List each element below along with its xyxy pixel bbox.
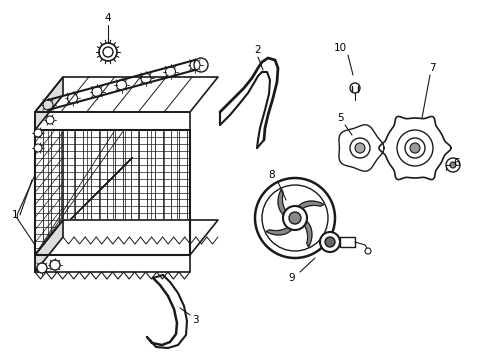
Polygon shape bbox=[303, 221, 312, 247]
Polygon shape bbox=[340, 237, 355, 247]
Circle shape bbox=[50, 260, 60, 270]
Circle shape bbox=[262, 185, 328, 251]
Polygon shape bbox=[35, 255, 190, 272]
Text: 7: 7 bbox=[429, 63, 435, 73]
Polygon shape bbox=[35, 77, 218, 112]
Polygon shape bbox=[35, 220, 63, 272]
Polygon shape bbox=[379, 117, 451, 180]
Circle shape bbox=[325, 237, 335, 247]
Polygon shape bbox=[35, 130, 190, 255]
Circle shape bbox=[397, 130, 433, 166]
Circle shape bbox=[99, 43, 117, 61]
Polygon shape bbox=[35, 112, 190, 130]
Circle shape bbox=[350, 138, 370, 158]
Text: 3: 3 bbox=[192, 315, 198, 325]
Circle shape bbox=[405, 138, 425, 158]
Text: 8: 8 bbox=[269, 170, 275, 180]
Text: 9: 9 bbox=[289, 273, 295, 283]
Polygon shape bbox=[35, 220, 218, 255]
Text: 4: 4 bbox=[105, 13, 111, 23]
Text: 2: 2 bbox=[255, 45, 261, 55]
Text: 10: 10 bbox=[333, 43, 346, 53]
Text: 5: 5 bbox=[337, 113, 343, 123]
Circle shape bbox=[450, 162, 456, 168]
Circle shape bbox=[320, 232, 340, 252]
Polygon shape bbox=[298, 201, 324, 210]
Polygon shape bbox=[339, 125, 384, 171]
Circle shape bbox=[355, 143, 365, 153]
Circle shape bbox=[46, 116, 54, 124]
Polygon shape bbox=[35, 95, 63, 255]
Circle shape bbox=[365, 248, 371, 254]
Circle shape bbox=[283, 206, 307, 230]
Circle shape bbox=[34, 144, 42, 152]
Circle shape bbox=[410, 143, 420, 153]
Text: 1: 1 bbox=[12, 210, 18, 220]
Circle shape bbox=[289, 212, 301, 224]
Circle shape bbox=[446, 158, 460, 172]
Polygon shape bbox=[278, 189, 287, 215]
Circle shape bbox=[34, 129, 42, 137]
Circle shape bbox=[37, 263, 47, 273]
Text: 6: 6 bbox=[454, 158, 460, 168]
Circle shape bbox=[350, 83, 360, 93]
Circle shape bbox=[255, 178, 335, 258]
Polygon shape bbox=[35, 77, 63, 130]
Polygon shape bbox=[266, 226, 292, 235]
